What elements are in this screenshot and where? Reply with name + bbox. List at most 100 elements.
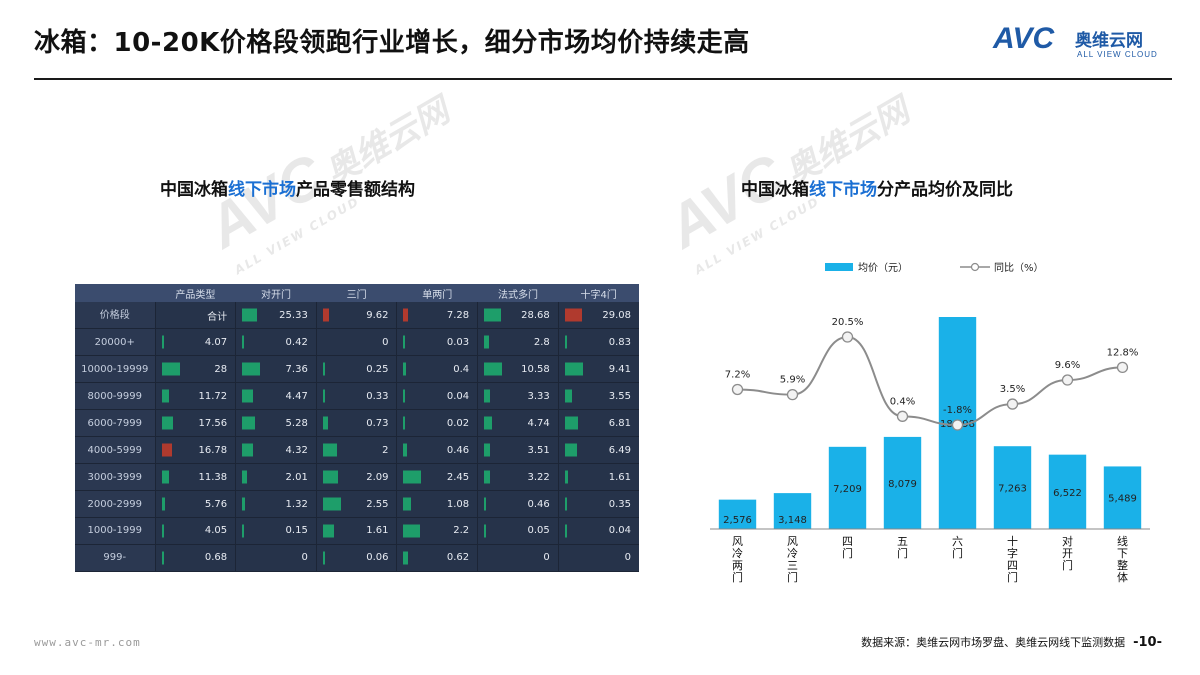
table-cell: 16.78 bbox=[154, 436, 236, 465]
cell-value: 2.55 bbox=[366, 498, 389, 510]
table-cell: 2.01 bbox=[235, 463, 317, 492]
cell-bar bbox=[403, 443, 407, 457]
yoy-label: 5.9% bbox=[780, 375, 805, 386]
table-cell: 3.55 bbox=[557, 382, 639, 411]
cell-value: 9.62 bbox=[366, 309, 389, 321]
cell-value: 0.62 bbox=[446, 552, 470, 564]
table-cell: 0.83 bbox=[557, 328, 639, 357]
cell-value: 0 bbox=[543, 552, 550, 564]
table-row: 10000-19999 28 7.36 0.25 0.4 10.58 9.41 bbox=[75, 355, 639, 384]
cell-value: 1.08 bbox=[446, 498, 470, 510]
cell-value: 合计 bbox=[207, 311, 228, 323]
cell-bar bbox=[484, 416, 493, 430]
header-divider bbox=[34, 78, 1172, 80]
logo-en-text: ALL VIEW CLOUD bbox=[1077, 50, 1158, 59]
cell-value: 4.47 bbox=[285, 390, 308, 402]
cell-bar bbox=[403, 524, 420, 538]
source-text: 数据来源：奥维云网市场罗盘、奥维云网线下监测数据 bbox=[861, 636, 1126, 649]
table-cell: 0.03 bbox=[396, 328, 478, 357]
bar-value-label: 2,576 bbox=[723, 515, 752, 526]
cell-value: 3.51 bbox=[527, 444, 550, 456]
cell-value: 3.22 bbox=[527, 471, 550, 483]
table-cell: 10.58 bbox=[477, 355, 559, 384]
table-row: 20000+ 4.07 0.42 0 0.03 2.8 0.83 bbox=[75, 328, 639, 357]
category-label: 风冷两门 bbox=[732, 535, 743, 584]
cell-value: 0 bbox=[624, 552, 631, 564]
cell-value: 0.03 bbox=[446, 336, 470, 348]
table-cell: 25.33 bbox=[235, 302, 317, 330]
cell-bar bbox=[322, 470, 338, 484]
table-cell: 2.8 bbox=[477, 328, 559, 357]
cell-bar bbox=[242, 497, 246, 511]
cell-bar bbox=[161, 443, 173, 457]
bar-value-label: 8,079 bbox=[888, 479, 917, 490]
yoy-point-5 bbox=[1006, 398, 1019, 410]
bar-3 bbox=[883, 436, 922, 529]
yoy-point-7 bbox=[1116, 361, 1129, 374]
table-row: 4000-5999 16.78 4.32 2 0.46 3.51 6.49 bbox=[75, 436, 639, 465]
legend-swatch-bar bbox=[825, 263, 853, 271]
cell-value: 0.68 bbox=[204, 552, 228, 564]
cell-bar bbox=[484, 389, 490, 403]
table-cell: 5.76 bbox=[154, 490, 236, 518]
cell-value: 0 bbox=[382, 336, 389, 348]
cell-value: 0.25 bbox=[366, 363, 389, 375]
row-label: 20000+ bbox=[75, 328, 155, 357]
bar-value-label: 7,263 bbox=[998, 484, 1027, 495]
table-row: 2000-2999 5.76 1.32 2.55 1.08 0.46 0.35 bbox=[75, 490, 639, 518]
cell-value: 7.36 bbox=[285, 363, 308, 375]
bar-6 bbox=[1048, 454, 1087, 529]
table-cell: 0.15 bbox=[235, 517, 317, 545]
cell-value: 0.46 bbox=[527, 498, 550, 510]
row-label: 8000-9999 bbox=[75, 382, 155, 411]
cell-bar bbox=[564, 443, 578, 457]
avg-price-chart: 均价（元）同比（%）2,5763,1487,2098,07918,5987,26… bbox=[710, 262, 1150, 584]
cell-value: 29.08 bbox=[602, 309, 631, 321]
table-cell: 0 bbox=[477, 544, 559, 573]
table-cell: 0.62 bbox=[396, 544, 478, 573]
table-cell: 3.33 bbox=[477, 382, 559, 411]
cell-value: 0.02 bbox=[446, 417, 470, 429]
table-cell: 4.32 bbox=[235, 436, 317, 465]
cell-bar bbox=[322, 497, 341, 511]
cell-bar bbox=[242, 443, 253, 457]
cell-bar bbox=[161, 389, 170, 403]
logo-mark: AVC bbox=[993, 22, 1055, 55]
cell-value: 3.55 bbox=[608, 390, 631, 402]
yoy-label: 0.4% bbox=[890, 396, 915, 407]
yoy-label: 20.5% bbox=[832, 317, 864, 328]
bar-1 bbox=[773, 493, 812, 529]
cell-value: 0.04 bbox=[608, 525, 631, 537]
table-cell: 9.41 bbox=[557, 355, 639, 384]
cell-value: 5.28 bbox=[285, 417, 308, 429]
table-cell: 2.09 bbox=[315, 463, 397, 492]
cell-bar bbox=[403, 470, 422, 484]
cell-bar bbox=[242, 389, 254, 403]
table-row: 3000-3999 11.38 2.01 2.09 2.45 3.22 1.61 bbox=[75, 463, 639, 492]
cell-value: 0.73 bbox=[366, 417, 389, 429]
table-cell: 7.28 bbox=[396, 302, 478, 330]
category-label: 十字四门 bbox=[1007, 534, 1018, 584]
yoy-label: 7.2% bbox=[725, 369, 750, 380]
table-cell: 0.73 bbox=[315, 409, 397, 438]
cell-bar bbox=[161, 497, 166, 511]
cell-value: 0.46 bbox=[446, 444, 470, 456]
table-cell: 2.55 bbox=[315, 490, 397, 518]
table-cell: 2.45 bbox=[396, 463, 478, 492]
table-cell: 3.51 bbox=[477, 436, 559, 465]
cell-bar bbox=[242, 416, 256, 430]
legend-marker-line bbox=[970, 262, 980, 272]
cell-value: 4.32 bbox=[285, 444, 308, 456]
table-header-cell: 三门 bbox=[316, 284, 397, 302]
cell-bar bbox=[403, 497, 412, 511]
table-header-cell: 法式多门 bbox=[477, 284, 559, 302]
right-chart-title: 中国冰箱线下市场分产品均价及同比 bbox=[741, 180, 1013, 200]
cell-bar bbox=[322, 308, 329, 322]
cell-bar bbox=[403, 416, 406, 430]
table-header-cell: 单两门 bbox=[396, 284, 478, 302]
cell-bar bbox=[242, 524, 245, 538]
legend-label-bar: 均价（元） bbox=[858, 262, 908, 274]
cell-bar bbox=[242, 308, 258, 322]
category-label: 对开门 bbox=[1062, 534, 1073, 572]
table-cell: 11.72 bbox=[154, 382, 236, 411]
